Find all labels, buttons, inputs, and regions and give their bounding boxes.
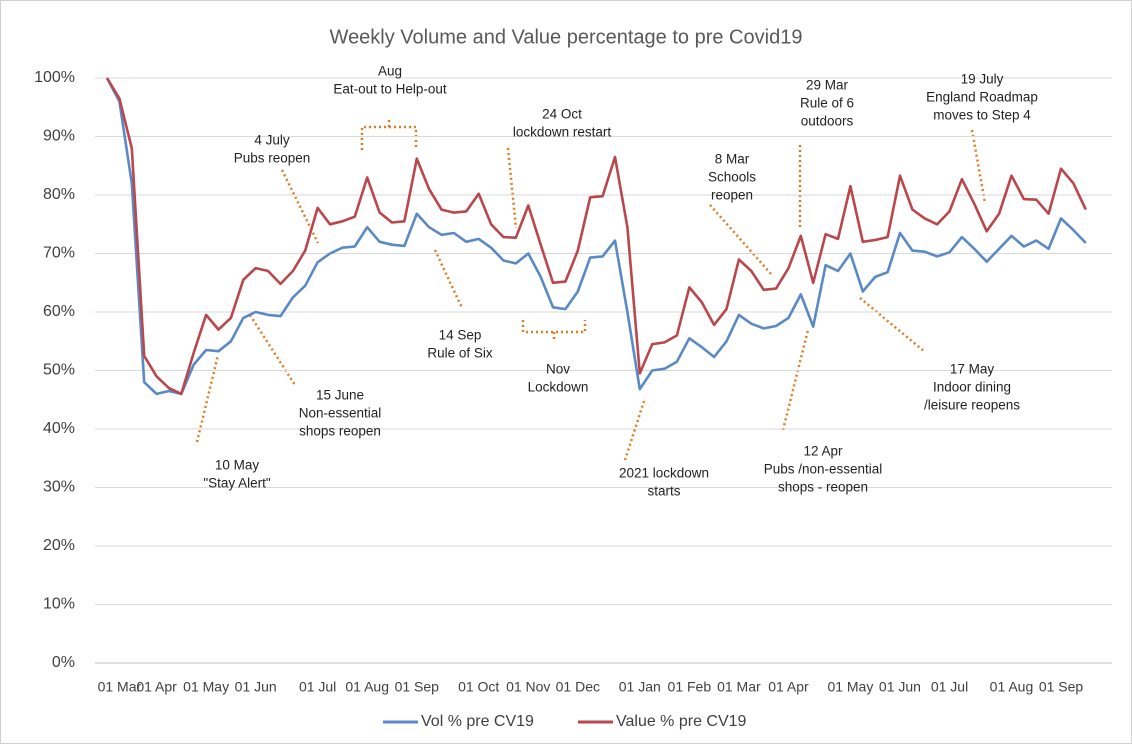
y-tick-label: 50% bbox=[43, 362, 75, 379]
x-tick-label: 01 Mar bbox=[98, 679, 142, 695]
y-tick-label: 40% bbox=[43, 420, 75, 437]
y-tick-label: 90% bbox=[43, 128, 75, 145]
annotation: 12 Apr bbox=[803, 444, 843, 459]
x-tick-label: 01 Mar bbox=[717, 679, 761, 695]
y-tick-label: 80% bbox=[43, 186, 75, 203]
annotation: 15 June bbox=[316, 388, 364, 403]
annotation: Nov bbox=[546, 362, 570, 377]
y-tick-label: 30% bbox=[43, 479, 75, 496]
y-tick-label: 0% bbox=[52, 654, 75, 671]
annotation: England Roadmap bbox=[926, 90, 1038, 105]
annotation-lines bbox=[195, 117, 987, 461]
x-tick-label: 01 Apr bbox=[768, 679, 809, 695]
data-line bbox=[105, 77, 1087, 396]
x-tick-label: 01 Aug bbox=[345, 679, 389, 695]
x-tick-label: 01 Oct bbox=[458, 679, 499, 695]
data-line bbox=[105, 77, 1087, 396]
annotation: 24 Oct bbox=[542, 107, 582, 122]
x-tick-label: 01 Apr bbox=[136, 679, 177, 695]
annotation: starts bbox=[647, 484, 680, 499]
annotation: Rule of Six bbox=[427, 346, 493, 361]
x-tick-label: 01 Sep bbox=[395, 679, 440, 695]
annotation: shops - reopen bbox=[778, 480, 868, 495]
x-tick-label: 01 Jan bbox=[619, 679, 661, 695]
x-tick-label: 01 Jun bbox=[879, 679, 921, 695]
x-tick-label: 01 Feb bbox=[668, 679, 712, 695]
annotation: Pubs reopen bbox=[234, 151, 311, 166]
annotation: 17 May bbox=[950, 362, 995, 377]
y-tick-label: 20% bbox=[43, 537, 75, 554]
y-tick-label: 70% bbox=[43, 245, 75, 262]
legend-label: Value % pre CV19 bbox=[616, 713, 747, 730]
annotation: lockdown restart bbox=[513, 125, 612, 140]
annotation: Pubs /non-essential bbox=[764, 462, 883, 477]
annotation: outdoors bbox=[801, 114, 854, 129]
annotation: moves to Step 4 bbox=[933, 108, 1031, 123]
chart-title: Weekly Volume and Value percentage to pr… bbox=[330, 26, 803, 48]
x-tick-label: 01 Aug bbox=[990, 679, 1034, 695]
annotation: Eat-out to Help-out bbox=[333, 82, 447, 97]
annotation: reopen bbox=[711, 188, 753, 203]
y-tick-label: 10% bbox=[43, 596, 75, 613]
annotation: 10 May bbox=[215, 458, 260, 473]
x-tick-label: 01 Jul bbox=[931, 679, 968, 695]
x-tick-label: 01 Jul bbox=[299, 679, 336, 695]
annotation: Aug bbox=[378, 64, 402, 79]
annotation: Indoor dining bbox=[933, 380, 1011, 395]
x-tick-label: 01 May bbox=[827, 679, 873, 695]
annotation: "Stay Alert" bbox=[203, 476, 271, 491]
x-tick-label: 01 Nov bbox=[506, 679, 550, 695]
annotation: 14 Sep bbox=[439, 328, 482, 343]
annotation: Lockdown bbox=[528, 380, 589, 395]
annotation: 29 Mar bbox=[806, 78, 849, 93]
annotation: 19 July bbox=[961, 72, 1004, 87]
x-tick-label: 01 Jun bbox=[235, 679, 277, 695]
y-tick-label: 60% bbox=[43, 303, 75, 320]
annotation: Rule of 6 bbox=[800, 96, 854, 111]
annotation: Non-essential bbox=[299, 406, 382, 421]
x-tick-label: 01 May bbox=[183, 679, 229, 695]
annotation: 8 Mar bbox=[715, 152, 750, 167]
annotation: shops reopen bbox=[299, 424, 381, 439]
annotation: 2021 lockdown bbox=[619, 466, 709, 481]
annotation: Schools bbox=[708, 170, 756, 185]
x-tick-label: 01 Dec bbox=[556, 679, 600, 695]
annotation: 4 July bbox=[254, 133, 290, 148]
legend-label: Vol % pre CV19 bbox=[421, 713, 534, 730]
annotation: /leisure reopens bbox=[924, 398, 1020, 413]
y-tick-label: 100% bbox=[34, 69, 75, 86]
x-tick-label: 01 Sep bbox=[1039, 679, 1084, 695]
